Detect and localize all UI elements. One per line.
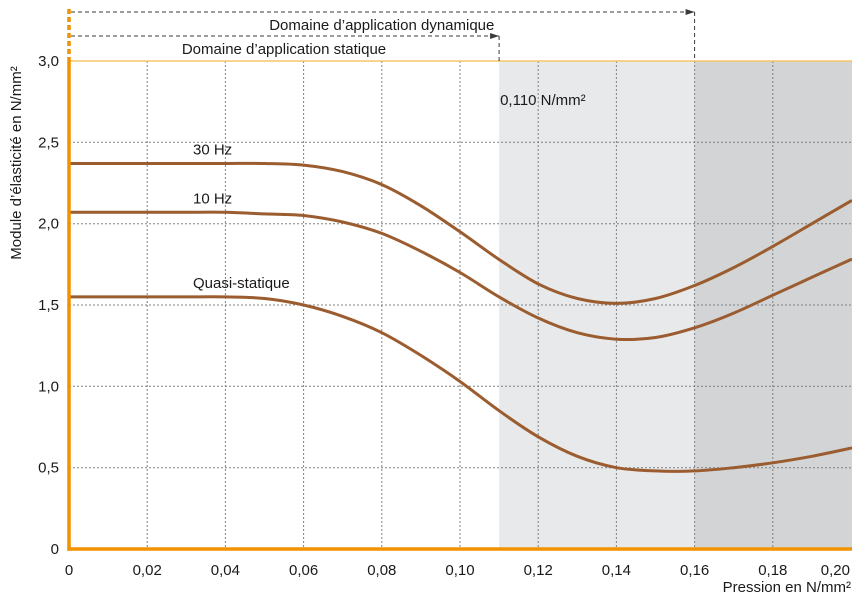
axes — [67, 9, 852, 551]
y-tick-label: 0 — [51, 541, 59, 558]
y-tick-label: 1,0 — [38, 378, 59, 395]
range-label: Domaine d’application dynamique — [269, 17, 494, 34]
y-axis-title: Module d’élasticité en N/mm² — [8, 66, 25, 259]
series-line-quasi-statique — [67, 295, 852, 473]
series-curves — [67, 161, 852, 473]
x-tick-label: 0,06 — [289, 562, 318, 579]
y-tick-label: 0,5 — [38, 460, 59, 477]
series-label-30-hz: 30 Hz — [193, 142, 232, 159]
x-tick-label: 0 — [65, 562, 73, 579]
x-tick-label: 0,12 — [524, 562, 553, 579]
x-tick-labels: 0 0,02 0,04 0,06 0,08 0,10 0,12 0,14 0,16 0,18 0,2… — [65, 562, 850, 579]
x-tick-label: 0,20 — [821, 562, 850, 579]
x-tick-label: 0,10 — [445, 562, 474, 579]
annotation-label: 0,110 N/mm² — [500, 92, 586, 109]
application-ranges: Domaine d’application dynamique Domaine d… — [71, 9, 696, 61]
x-tick-label: 0,18 — [758, 562, 787, 579]
x-tick-label: 0,02 — [133, 562, 162, 579]
range-label: Domaine d’application statique — [182, 41, 386, 58]
range-domaine-d-application-dynamique: Domaine d’application dynamique — [71, 9, 696, 61]
series-line-30-hz — [67, 161, 852, 305]
x-tick-label: 0,16 — [680, 562, 709, 579]
y-tick-label: 2,0 — [38, 216, 59, 233]
x-tick-label: 0,14 — [602, 562, 631, 579]
grid-lines — [69, 60, 852, 549]
x-axis-title: Pression en N/mm² — [723, 579, 851, 596]
series-label-quasi-statique: Quasi-statique — [193, 275, 290, 292]
x-tick-label: 0,04 — [211, 562, 240, 579]
y-tick-label: 1,5 — [38, 297, 59, 314]
y-tick-label: 2,5 — [38, 134, 59, 151]
y-tick-label: 3,0 — [38, 53, 59, 70]
annotations: 0,110 N/mm² — [500, 92, 586, 109]
shaded-regions — [499, 61, 852, 549]
range-domaine-d-application-statique: Domaine d’application statique — [71, 33, 500, 61]
series-line-10-hz — [67, 210, 852, 342]
series-labels: 30 Hz 10 Hz Quasi-statique — [193, 142, 290, 292]
series-label-10-hz: 10 Hz — [193, 190, 232, 207]
x-tick-label: 0,08 — [367, 562, 396, 579]
y-tick-labels: 0 0,5 1,0 1,5 2,0 2,5 3,0 — [38, 53, 59, 558]
